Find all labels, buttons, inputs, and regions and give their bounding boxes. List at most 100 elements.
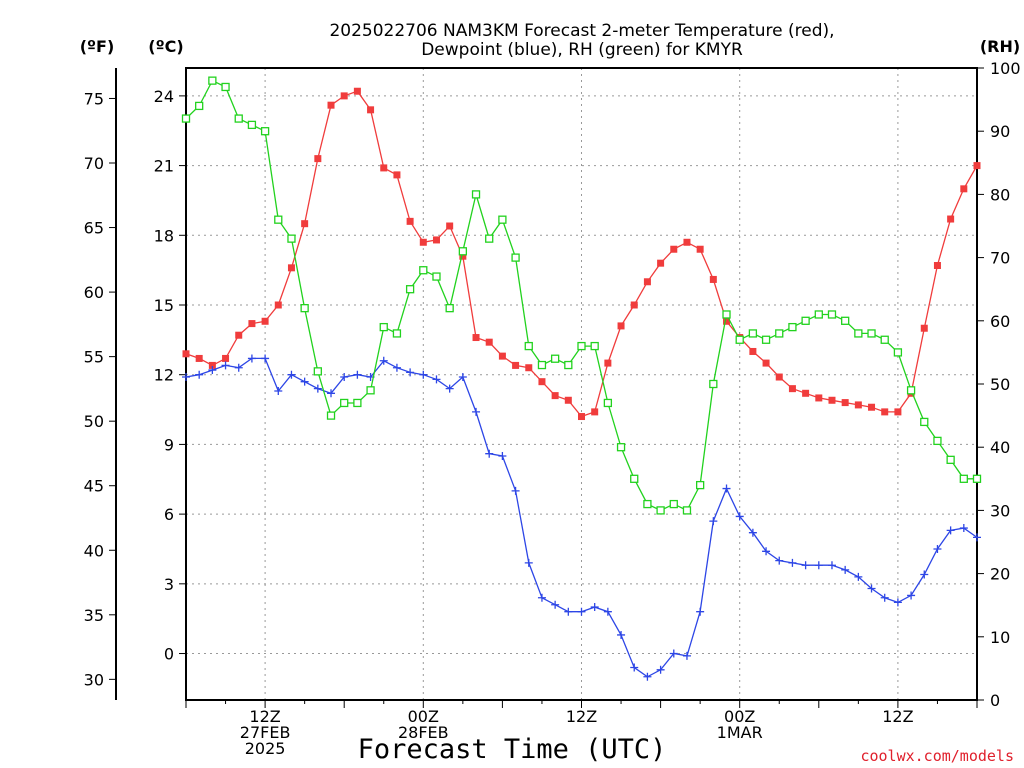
rh-point [630, 474, 639, 483]
dewpoint-point [669, 649, 678, 658]
temperature-point [657, 259, 665, 267]
dewpoint-point [854, 572, 863, 581]
rh-point [906, 386, 916, 395]
dewpoint-point [247, 354, 256, 363]
temperature-point [591, 408, 599, 416]
dewpoint-point [656, 665, 665, 674]
temperature-point [406, 217, 414, 225]
temperature-point [195, 354, 203, 362]
rh-point [485, 234, 494, 243]
rh-point [761, 335, 771, 344]
dewpoint-point [907, 591, 916, 600]
rh-point [458, 247, 468, 256]
dewpoint-point [590, 603, 599, 612]
dewpoint-point [880, 593, 889, 602]
celsius-tick-label: 9 [164, 435, 174, 454]
rh-point [419, 266, 428, 275]
rh-point [577, 341, 586, 351]
x-tick-label: 12Z [566, 707, 597, 726]
rh-point [893, 348, 903, 357]
site-credit: coolwx.com/models [860, 747, 1014, 765]
rh-point [537, 360, 547, 370]
rh-line [185, 79, 977, 512]
rh-point [274, 215, 283, 224]
temperature-point [762, 359, 770, 367]
series-temperature [182, 87, 981, 421]
dewpoint-point [762, 547, 771, 556]
dewpoint-point [920, 570, 929, 579]
dewpoint-point [973, 533, 981, 542]
dewpoint-point [458, 373, 467, 382]
dewpoint-point [261, 354, 270, 363]
rh-point [590, 341, 599, 351]
rh-point [498, 215, 507, 224]
rh-point [392, 329, 402, 338]
dewpoint-point [208, 366, 217, 375]
dewpoint-point [353, 370, 362, 379]
temperature-point [854, 401, 862, 409]
rh-point [234, 114, 243, 123]
dewpoint-point [841, 565, 850, 574]
rh-point [208, 76, 217, 85]
dewpoint-point [893, 598, 902, 607]
temperature-point [208, 361, 216, 369]
rh-point [682, 506, 692, 515]
series-rh [181, 76, 982, 515]
temperature-point [670, 245, 678, 253]
dewpoint-point [327, 389, 336, 398]
rh-point [972, 474, 982, 483]
rh-point [616, 443, 626, 452]
series-dewpoint [182, 354, 981, 681]
rh-point [432, 272, 441, 281]
x-tick-label: 00Z [408, 707, 439, 726]
temperature-line [185, 90, 978, 418]
dewpoint-point [551, 600, 560, 609]
rh-point [656, 506, 665, 515]
dewpoint-point [419, 370, 428, 379]
rh-point [313, 367, 322, 376]
celsius-tick-label: 21 [154, 157, 174, 176]
dewpoint-point [630, 663, 639, 672]
dewpoint-point [788, 558, 797, 567]
rh-tick-label: 50 [990, 375, 1010, 394]
temperature-point [222, 354, 230, 362]
dewpoint-point [682, 651, 691, 660]
rh-point [603, 398, 613, 408]
temperature-point [287, 264, 295, 272]
temperature-point [894, 408, 902, 416]
temperature-point [380, 164, 388, 172]
rh-tick-label: 40 [990, 438, 1010, 457]
rh-tick-label: 20 [990, 565, 1010, 584]
temperature-point [538, 378, 546, 386]
temperature-point [788, 385, 796, 393]
temperature-point [617, 322, 625, 330]
rh-tick-label: 0 [990, 691, 1000, 710]
rh-unit-label: (RH) [980, 37, 1020, 56]
temperature-point [604, 359, 612, 367]
rh-point [564, 360, 573, 370]
celsius-tick-label: 3 [164, 575, 174, 594]
dewpoint-point [234, 363, 243, 372]
temperature-point [446, 222, 454, 230]
x-tick-label: 2025 [245, 739, 286, 758]
x-tick-label: 00Z [724, 707, 755, 726]
dewpoint-point [603, 607, 612, 616]
dewpoint-point [696, 607, 705, 616]
rh-point [801, 316, 810, 325]
rh-point [827, 310, 837, 319]
rh-point [366, 386, 375, 395]
x-tick-label: 1MAR [717, 723, 763, 742]
rh-tick-label: 70 [990, 249, 1010, 268]
temperature-point [393, 171, 401, 179]
temperature-point [327, 101, 335, 109]
temperature-point [696, 245, 704, 253]
fahrenheit-tick-label: 55 [84, 348, 104, 367]
temperature-point [525, 364, 533, 372]
temperature-point [314, 155, 322, 163]
dewpoint-point [221, 361, 230, 370]
temperature-point [960, 185, 968, 193]
chart-title-line-2: Dewpoint (blue), RH (green) for KMYR [421, 40, 743, 60]
rh-point [445, 304, 454, 313]
rh-point [841, 316, 850, 325]
temperature-point [459, 252, 467, 260]
